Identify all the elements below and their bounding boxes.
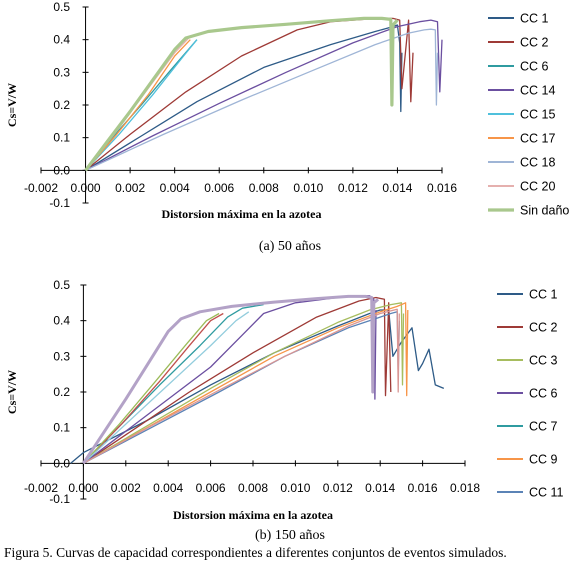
y-tick-label: 0.2 <box>53 385 70 399</box>
y-axis-title: Cs=V/W <box>5 370 19 414</box>
series-line <box>85 39 191 171</box>
legend-label: CC 2 <box>520 36 549 50</box>
series-line <box>83 302 405 464</box>
y-tick-label: 0.4 <box>53 33 70 47</box>
legend-label: CC 1 <box>529 288 558 302</box>
y-tick-label: -0.1 <box>49 196 70 210</box>
y-tick-label: -0.1 <box>49 492 70 506</box>
x-tick-label: 0.016 <box>408 481 438 495</box>
x-tick-label: 0.010 <box>293 181 323 195</box>
figure-caption: Figura 5. Curvas de capacidad correspond… <box>4 545 507 560</box>
chart-150-anos: -0.002 0.000 0.002 0.004 0.006 0.008 0.010 0.01… <box>5 278 564 522</box>
x-tick-label: 0.014 <box>365 481 395 495</box>
series-line <box>83 296 392 464</box>
x-tick-label: 0.000 <box>68 481 98 495</box>
y-tick-label: 0.5 <box>53 278 70 292</box>
series-line <box>82 312 220 464</box>
chart-50-anos: -0.002 0.000 0.002 0.004 0.006 0.008 0.010 0.01… <box>5 0 569 221</box>
series-line <box>85 19 443 171</box>
legend-label: CC 11 <box>529 486 564 500</box>
legend-label: CC 7 <box>529 420 558 434</box>
series-line <box>82 294 380 465</box>
y-tick-label: 0.1 <box>53 131 70 145</box>
x-tick-label: 0.002 <box>115 181 145 195</box>
x-tick-label: 0.008 <box>238 481 268 495</box>
x-tick-label: 0.006 <box>196 481 226 495</box>
y-axis-title: Cs=V/W <box>5 83 19 127</box>
x-tick-label: 0.002 <box>111 481 141 495</box>
x-tick-label: -0.002 <box>24 481 58 495</box>
x-tick-label: 0.000 <box>71 181 101 195</box>
x-tick-label: 0.012 <box>338 181 368 195</box>
legend-label: CC 6 <box>529 387 558 401</box>
series-line <box>83 295 377 464</box>
series-line <box>83 311 400 464</box>
x-tick-label: 0.006 <box>204 181 234 195</box>
x-tick-label: -0.002 <box>24 181 58 195</box>
series-line <box>83 308 400 464</box>
x-tick-label: 0.012 <box>323 481 353 495</box>
y-tick-label: 0.4 <box>53 314 70 328</box>
x-tick-label: 0.004 <box>160 181 190 195</box>
legend-label: CC 6 <box>520 60 549 74</box>
legend-label: CC 2 <box>529 321 558 335</box>
y-tick-label: 0.1 <box>53 421 70 435</box>
x-tick-label: 0.004 <box>153 481 183 495</box>
chart-a-subtitle: (a) 50 años <box>258 239 322 254</box>
x-axis-title: Distorsion máxima en la azotea <box>173 508 333 522</box>
legend-label: CC 18 <box>520 156 555 170</box>
legend-label: CC 9 <box>529 453 558 467</box>
y-tick-label: 0.0 <box>53 456 70 470</box>
legend-label: CC 3 <box>529 354 558 368</box>
y-tick-label: 0.3 <box>53 349 70 363</box>
legend-label: CC 1 <box>520 12 549 26</box>
series-line <box>83 302 409 464</box>
chart-b-subtitle: (b) 150 años <box>255 528 325 543</box>
legend-label: CC 14 <box>520 84 555 98</box>
legend-label: CC 15 <box>520 108 555 122</box>
x-axis-title: Distorsion máxima en la azotea <box>162 207 322 221</box>
series-line <box>85 28 439 171</box>
x-tick-label: 0.016 <box>427 181 457 195</box>
x-tick-label: 0.014 <box>382 181 412 195</box>
y-tick-label: 0.0 <box>53 163 70 177</box>
y-tick-label: 0.2 <box>53 98 70 112</box>
x-tick-label: 0.010 <box>280 481 310 495</box>
legend-label: Sin daño <box>520 204 569 218</box>
x-tick-label: 0.018 <box>450 481 480 495</box>
legend-label: CC 20 <box>520 180 555 194</box>
series-line <box>85 24 403 171</box>
series-line <box>85 39 198 171</box>
y-tick-label: 0.3 <box>53 65 70 79</box>
series-line <box>82 311 250 464</box>
legend-label: CC 17 <box>520 132 555 146</box>
series-line <box>82 312 224 464</box>
x-tick-label: 0.008 <box>249 181 279 195</box>
series-line <box>84 16 399 172</box>
y-tick-label: 0.5 <box>53 0 70 14</box>
